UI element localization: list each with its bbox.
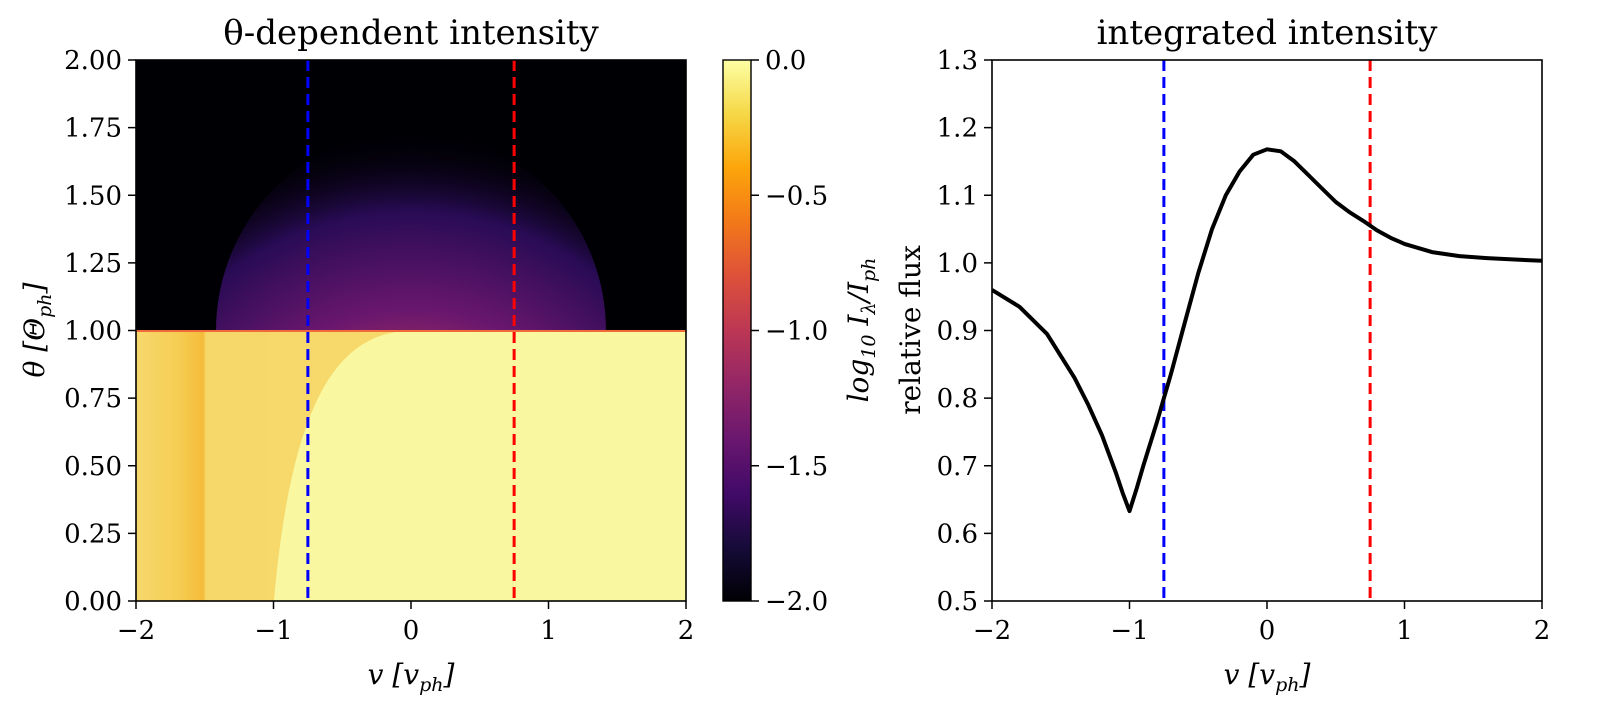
heatmap-ylabel: θ [Θph] bbox=[18, 282, 56, 377]
heatmap-xticks: −2 −1 0 1 2 bbox=[117, 601, 694, 646]
line-panel: integrated intensity −2 −1 0 1 2 0.50.60.70.… bbox=[894, 13, 1550, 696]
series-relative-flux-line bbox=[992, 147, 1542, 514]
line-ytick-label: 1.1 bbox=[937, 181, 978, 211]
line-ytick-label: 0.9 bbox=[937, 317, 978, 347]
colorbar-gradient bbox=[723, 60, 751, 601]
heatmap-ytick-label: 1.00 bbox=[64, 317, 122, 347]
line-title: integrated intensity bbox=[1097, 13, 1439, 53]
line-ytick-label: 1.0 bbox=[937, 249, 978, 279]
heatmap-panel: θ-dependent intensity −2 −1 0 1 2 0.000.250.… bbox=[18, 13, 694, 696]
colorbar-tick-label: −2.0 bbox=[765, 587, 828, 617]
colorbar: 0.0 −0.5 −1.0 −1.5 −2.0 log10 Iλ/Iph bbox=[722, 46, 880, 617]
colorbar-tick-label: −1.0 bbox=[765, 317, 828, 347]
line-ytick-label: 0.8 bbox=[937, 384, 978, 414]
line-ylabel: relative flux bbox=[894, 245, 927, 415]
heatmap-ytick-label: 0.50 bbox=[64, 452, 122, 482]
line-ytick-label: 1.2 bbox=[937, 114, 978, 144]
line-ytick-label: 0.7 bbox=[937, 452, 978, 482]
line-xtick-label: 2 bbox=[1534, 616, 1551, 646]
colorbar-ticks: 0.0 −0.5 −1.0 −1.5 −2.0 bbox=[751, 46, 828, 617]
heatmap-ytick-label: 1.25 bbox=[64, 249, 122, 279]
heatmap-title: θ-dependent intensity bbox=[223, 13, 599, 53]
heatmap-ytick-label: 2.00 bbox=[64, 46, 122, 76]
colorbar-tick-label: 0.0 bbox=[765, 46, 806, 76]
heatmap-unocculted-region bbox=[274, 331, 686, 601]
line-xticks: −2 −1 0 1 2 bbox=[973, 601, 1550, 646]
heatmap-vlines bbox=[306, 60, 516, 601]
line-xtick-label: 1 bbox=[1396, 616, 1413, 646]
heatmap-yticks: 0.00 0.25 0.50 0.75 1.00 1.25 1.50 1.75 2.00 bbox=[64, 46, 136, 617]
colorbar-tick-label: −1.5 bbox=[765, 452, 828, 482]
heatmap-ytick-label: 1.75 bbox=[64, 114, 122, 144]
heatmap-ytick-label: 1.50 bbox=[64, 181, 122, 211]
line-frame bbox=[991, 59, 1543, 602]
heatmap-xtick-label: −2 bbox=[117, 616, 155, 646]
line-xtick-label: −1 bbox=[1110, 616, 1148, 646]
line-vlines bbox=[1162, 60, 1372, 601]
line-ytick-label: 1.3 bbox=[937, 46, 978, 76]
line-ytick-label: 0.5 bbox=[937, 587, 978, 617]
heatmap-ytick-label: 0.00 bbox=[64, 587, 122, 617]
colorbar-tick-label: −0.5 bbox=[765, 181, 828, 211]
colorbar-label: log10 Iλ/Iph bbox=[842, 258, 880, 403]
line-yticks: 0.5 0.6 0.7 0.8 0.9 1.0 1.1 1.2 1.3 bbox=[937, 46, 992, 617]
heatmap-ytick-label: 0.75 bbox=[64, 384, 122, 414]
heatmap-xtick-label: 2 bbox=[678, 616, 695, 646]
line-xtick-label: −2 bbox=[973, 616, 1011, 646]
heatmap-xtick-label: 0 bbox=[403, 616, 420, 646]
heatmap-image bbox=[136, 60, 686, 601]
heatmap-xtick-label: −1 bbox=[254, 616, 292, 646]
line-xlabel: v [vph] bbox=[1224, 658, 1311, 696]
heatmap-xtick-label: 1 bbox=[540, 616, 557, 646]
line-xtick-label: 0 bbox=[1259, 616, 1276, 646]
line-ytick-label: 0.6 bbox=[937, 519, 978, 549]
heatmap-xlabel: v [vph] bbox=[368, 658, 455, 696]
heatmap-ytick-label: 0.25 bbox=[64, 519, 122, 549]
heatmap-absorption-region bbox=[136, 331, 411, 601]
